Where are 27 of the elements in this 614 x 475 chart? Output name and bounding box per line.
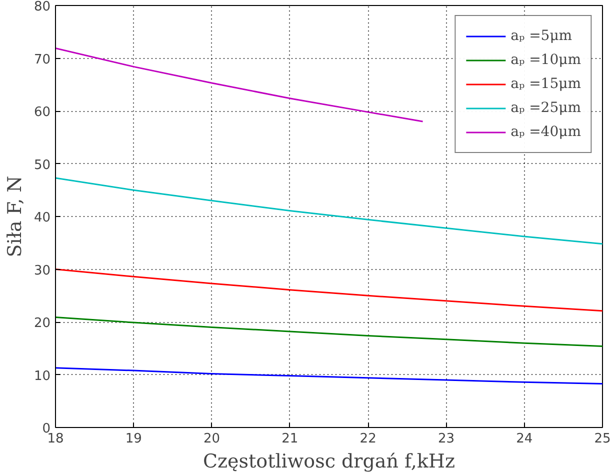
line-series [56,47,424,122]
line-series [56,177,602,245]
y-tick-label: 30 [34,263,51,278]
x-tick-label: 22 [360,432,376,446]
y-tick-label: 60 [34,105,51,120]
y-tick-label: 40 [34,210,51,226]
x-tick-label: 23 [438,432,454,446]
x-axis-title: Częstotliwosc drgań f,kHz [202,450,456,472]
y-tick-label: 10 [34,368,51,384]
y-tick-label: 80 [34,0,51,14]
x-tick-label: 20 [204,432,220,446]
x-tick-label: 25 [594,432,611,446]
legend-label: aₚ =10μm [510,52,581,68]
legend-label: aₚ =40μm [510,124,581,140]
y-tick-label: 70 [34,52,51,68]
legend-label: aₚ =15μm [510,76,581,92]
legend-label: aₚ =5μm [510,28,572,44]
x-tick-label: 24 [516,432,533,446]
x-tick-label: 21 [282,432,298,446]
y-tick-label: 20 [34,316,51,331]
line-series [56,316,602,348]
line-series [56,268,602,312]
y-axis-title: Siła F, N [4,176,26,258]
x-tick-label: 19 [125,432,142,446]
legend-label: aₚ =25μm [510,100,581,116]
line-series [56,367,602,384]
y-tick-label: 50 [34,158,51,173]
